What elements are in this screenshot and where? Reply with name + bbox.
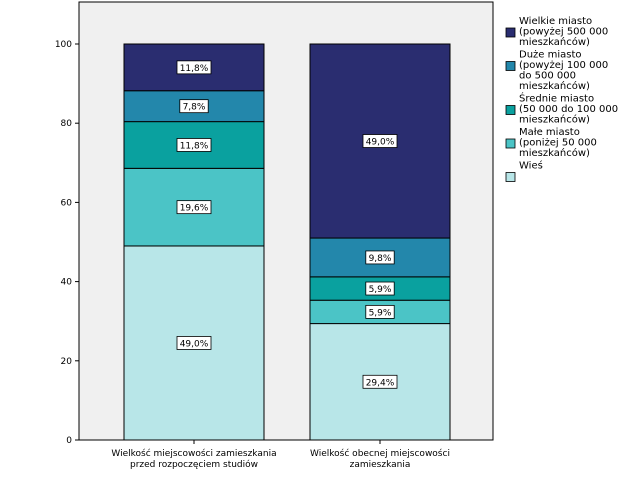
legend-swatch — [505, 138, 516, 149]
data-label: 11,8% — [180, 64, 209, 74]
data-label: 7,8% — [183, 103, 206, 113]
legend-label: (powyżej 100 000 — [519, 60, 608, 71]
y-tick-label: 20 — [61, 357, 73, 367]
data-label: 5,9% — [369, 285, 392, 295]
data-label-box — [176, 138, 212, 152]
data-label: 19,6% — [180, 204, 209, 214]
legend-label: Wieś — [519, 160, 543, 172]
data-label: 29,4% — [366, 378, 395, 388]
legend-label: (powyżej 500 000 — [519, 27, 608, 38]
data-label: 9,8% — [369, 254, 392, 264]
x-category-label: Wielkość obecnej miejscowości — [310, 448, 450, 459]
data-label-box — [176, 60, 212, 75]
legend-label: mieszkańców) — [519, 36, 590, 48]
legend-label: (50 000 do 100 000 — [519, 104, 618, 115]
x-category-label: przed rozpoczęciem studiów — [130, 459, 258, 470]
legend-label: Duże miasto — [519, 50, 582, 61]
x-category-label: zamieszkania — [350, 460, 411, 470]
data-label: 5,9% — [369, 308, 392, 318]
y-tick-label: 0 — [66, 436, 72, 446]
data-label: 11,8% — [180, 141, 209, 151]
legend-label: Wielkie miasto — [519, 16, 592, 27]
data-label: 49,0% — [180, 339, 209, 349]
legend-label: Średnie miasto — [519, 92, 594, 105]
data-label-box — [179, 99, 209, 114]
legend-label: (poniżej 50 000 — [519, 138, 597, 149]
data-label-box — [365, 250, 395, 265]
legend-label: mieszkańców) — [519, 114, 590, 126]
legend-label: mieszkańców) — [519, 80, 590, 92]
legend-swatch — [505, 105, 516, 115]
y-tick-label: 60 — [61, 198, 73, 208]
legend-label: mieszkańców) — [519, 147, 590, 159]
data-label-box — [362, 134, 398, 148]
legend-label: Małe miasto — [519, 127, 580, 138]
data-label-box — [176, 336, 212, 350]
data-label-box — [176, 200, 212, 215]
data-label-box — [362, 374, 398, 389]
data-label-box — [365, 304, 395, 319]
y-tick-label: 80 — [61, 119, 73, 129]
y-tick-label: 100 — [55, 40, 72, 50]
legend-swatch — [505, 172, 516, 182]
legend-label: do 500 000 — [519, 71, 576, 82]
data-label: 49,0% — [366, 138, 395, 148]
legend-swatch — [505, 27, 516, 38]
legend-swatch — [505, 61, 516, 71]
data-label-box — [365, 281, 395, 296]
y-tick-label: 40 — [61, 278, 73, 288]
x-category-label: Wielkość miejscowości zamieszkania — [111, 448, 276, 459]
